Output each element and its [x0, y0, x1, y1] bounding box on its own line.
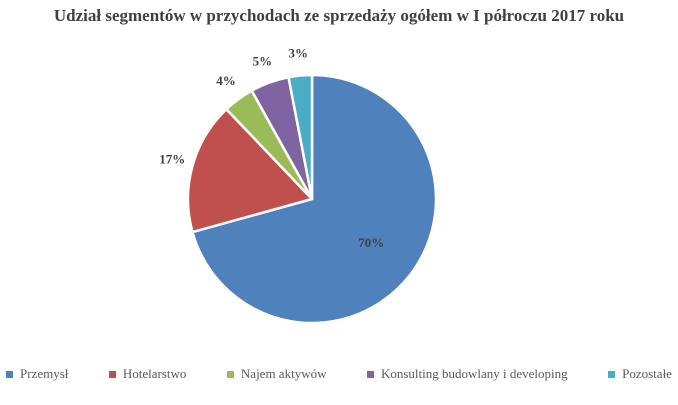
- legend-label: Pozostałe: [622, 366, 672, 381]
- pie-slice-2: [186, 108, 314, 234]
- legend-label: Hotelarstwo: [122, 366, 187, 381]
- legend-marker: [366, 370, 374, 378]
- pie-slice-1: [191, 73, 438, 325]
- pie-slice-5: [287, 73, 314, 201]
- legend-label: Najem aktywów: [240, 366, 327, 381]
- legend-label: Konsulting budowlany i developing: [380, 366, 568, 381]
- legend-marker: [226, 370, 234, 378]
- legend-marker: [6, 370, 13, 378]
- legend-item: Najem aktywów: [226, 366, 327, 382]
- data-label: 70%: [358, 235, 384, 250]
- legend-item: Konsulting budowlany i developing: [366, 366, 568, 382]
- legend-item: Przemysł: [6, 366, 68, 382]
- legend-item: Hotelarstwo: [108, 366, 187, 382]
- data-label: 5%: [253, 54, 273, 69]
- data-label: 4%: [216, 73, 236, 88]
- data-label: 17%: [159, 151, 185, 166]
- legend-marker: [108, 370, 116, 378]
- legend-marker: [608, 370, 616, 378]
- legend: Przemysł Hotelarstwo Najem aktywów Konsu…: [0, 366, 678, 382]
- data-label: 3%: [288, 46, 308, 61]
- chart-title: Udział segmentów w przychodach ze sprzed…: [53, 6, 625, 25]
- legend-item: Pozostałe: [608, 366, 672, 382]
- legend-label: Przemysł: [20, 366, 69, 381]
